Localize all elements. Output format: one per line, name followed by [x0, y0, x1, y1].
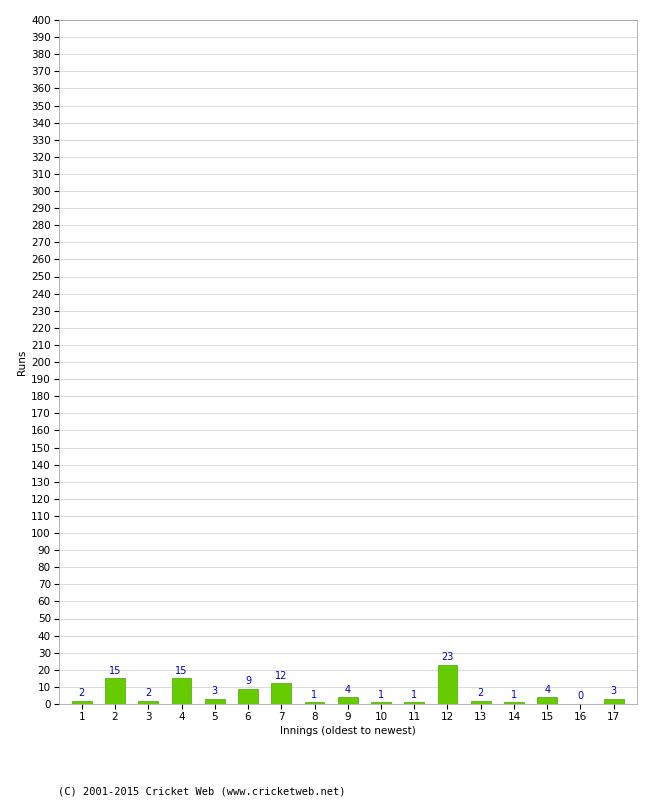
- Bar: [437, 665, 458, 704]
- Text: 1: 1: [411, 690, 417, 700]
- Text: 4: 4: [344, 685, 351, 694]
- Bar: [305, 702, 324, 704]
- Text: 9: 9: [245, 676, 251, 686]
- Text: (C) 2001-2015 Cricket Web (www.cricketweb.net): (C) 2001-2015 Cricket Web (www.cricketwe…: [58, 786, 346, 796]
- Bar: [172, 678, 192, 704]
- Bar: [205, 699, 225, 704]
- Text: 4: 4: [544, 685, 551, 694]
- Bar: [72, 701, 92, 704]
- Bar: [538, 697, 557, 704]
- Text: 0: 0: [577, 691, 584, 702]
- Bar: [105, 678, 125, 704]
- Bar: [238, 689, 258, 704]
- Text: 2: 2: [145, 688, 151, 698]
- Y-axis label: Runs: Runs: [17, 350, 27, 374]
- Bar: [271, 683, 291, 704]
- Text: 1: 1: [378, 690, 384, 700]
- Bar: [404, 702, 424, 704]
- Bar: [138, 701, 158, 704]
- Text: 23: 23: [441, 652, 454, 662]
- Text: 3: 3: [610, 686, 617, 696]
- Text: 2: 2: [79, 688, 85, 698]
- Bar: [604, 699, 624, 704]
- Text: 2: 2: [478, 688, 484, 698]
- Bar: [371, 702, 391, 704]
- Bar: [504, 702, 524, 704]
- Bar: [471, 701, 491, 704]
- Text: 15: 15: [176, 666, 188, 676]
- X-axis label: Innings (oldest to newest): Innings (oldest to newest): [280, 726, 415, 736]
- Text: 15: 15: [109, 666, 121, 676]
- Text: 1: 1: [511, 690, 517, 700]
- Bar: [338, 697, 358, 704]
- Text: 3: 3: [212, 686, 218, 696]
- Text: 12: 12: [275, 671, 287, 681]
- Text: 1: 1: [311, 690, 318, 700]
